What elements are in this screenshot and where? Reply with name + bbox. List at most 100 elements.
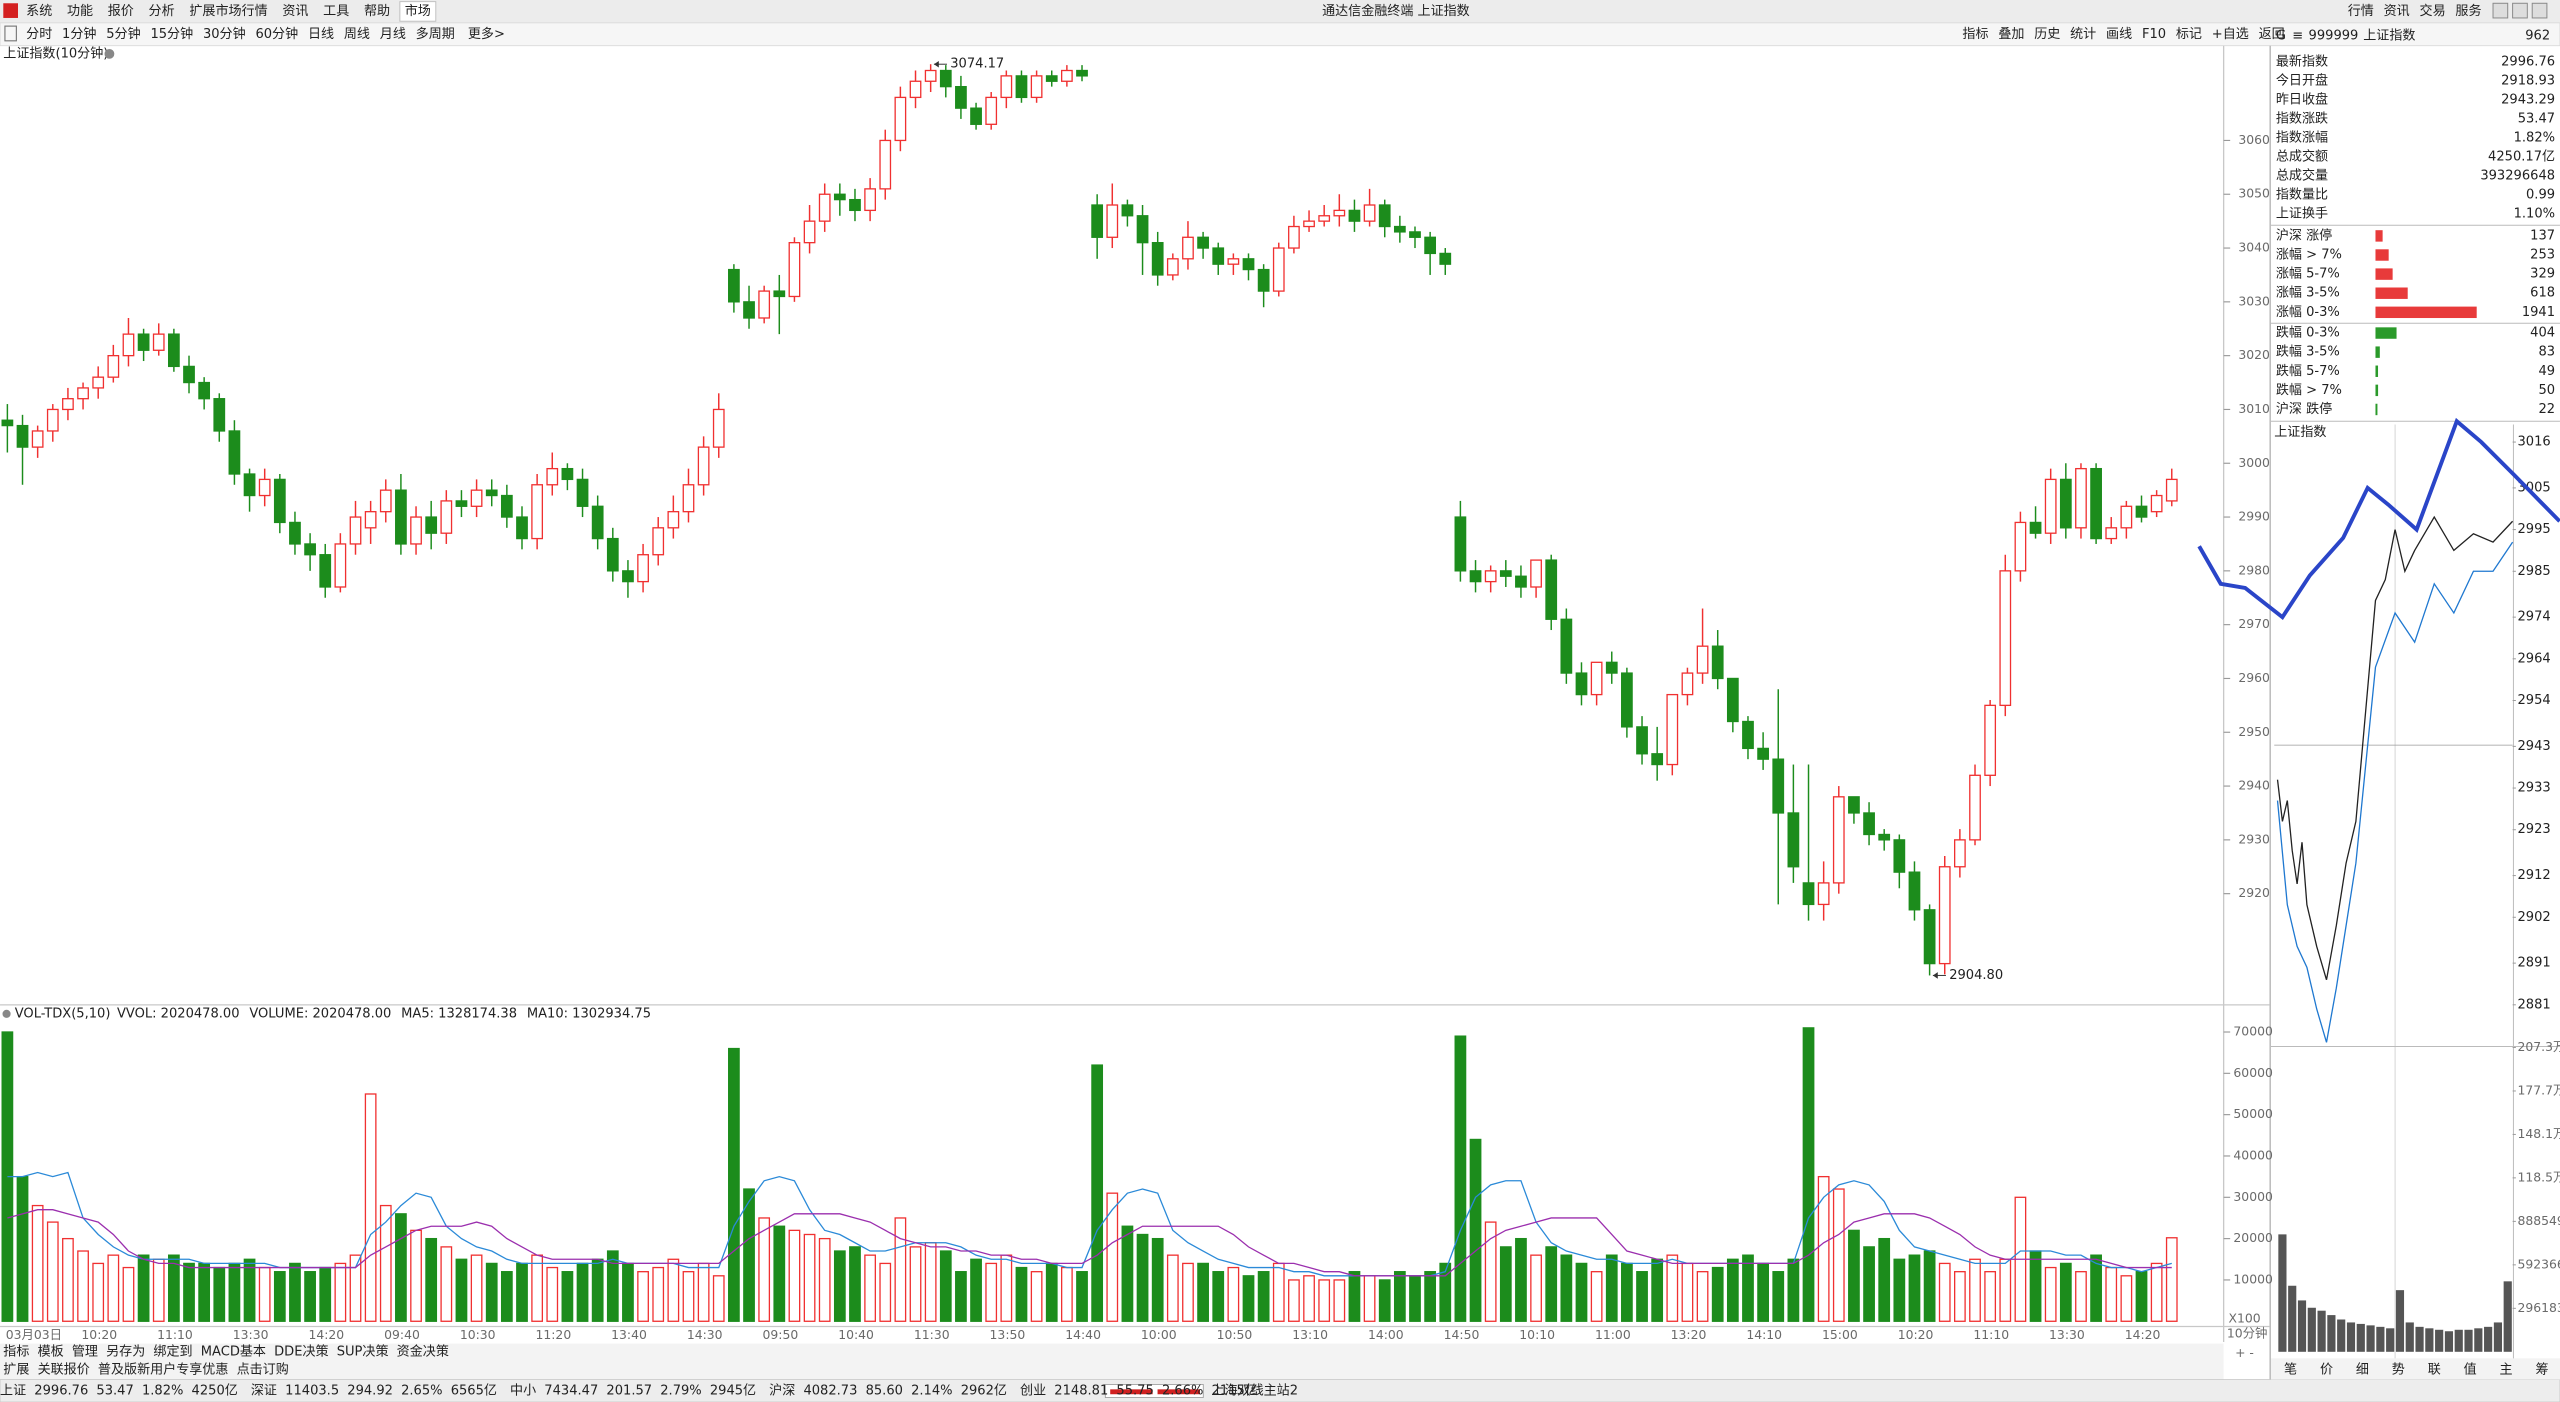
tool-button[interactable]: 返回: [2259, 27, 2285, 42]
bottom-tab[interactable]: 另存为: [106, 1344, 145, 1359]
window-buttons[interactable]: [2492, 2, 2548, 19]
volume-bar: [455, 1258, 468, 1322]
menu-item[interactable]: 帮助: [364, 4, 390, 19]
period-button[interactable]: 1分钟: [62, 26, 96, 42]
index-value: 53.47: [96, 1383, 133, 1398]
x-tick-label: 13:50: [990, 1327, 1026, 1342]
tool-button[interactable]: 统计: [2070, 27, 2096, 42]
tool-button[interactable]: 历史: [2034, 27, 2060, 42]
y-tick-label: 888549: [2518, 1213, 2560, 1228]
bottom-tab[interactable]: 管理: [72, 1344, 98, 1359]
bottom-tab[interactable]: 资金决策: [397, 1343, 449, 1359]
candle-body: [743, 301, 755, 319]
bottom-tab[interactable]: MACD基本: [201, 1344, 266, 1359]
bottom-link[interactable]: 关联报价: [38, 1362, 90, 1377]
period-button[interactable]: 周线: [344, 27, 370, 42]
menu-item[interactable]: 工具: [323, 4, 349, 19]
menu-item[interactable]: 功能: [67, 4, 93, 19]
bottom-tab[interactable]: 绑定到: [153, 1344, 192, 1359]
candle-body: [92, 376, 105, 389]
volume-bar: [1015, 1266, 1028, 1322]
tool-button[interactable]: 标记: [2176, 27, 2202, 42]
y-tick-label: 2891: [2518, 956, 2551, 971]
candle-body: [1303, 220, 1315, 228]
side-tab[interactable]: 筹: [2535, 1361, 2548, 1377]
bottom-tab[interactable]: 模板: [38, 1344, 64, 1359]
signal-bar: [1157, 1389, 1201, 1395]
period-button[interactable]: 15分钟: [150, 26, 193, 42]
x-tick-label: 14:20: [308, 1327, 344, 1342]
side-tab[interactable]: 笔: [2284, 1361, 2297, 1377]
candle-body: [1182, 236, 1194, 260]
volume-bar: [1878, 1237, 1891, 1322]
index-value: 2.79%: [660, 1383, 701, 1398]
period-button[interactable]: 月线: [380, 27, 406, 42]
menu-item[interactable]: 分析: [149, 4, 175, 19]
minimize-button[interactable]: [2492, 2, 2509, 19]
period-button[interactable]: 60分钟: [255, 26, 298, 42]
side-tab[interactable]: 值: [2464, 1361, 2477, 1377]
mini-volume-bar: [2444, 1331, 2454, 1352]
bottom-tab[interactable]: DDE决策: [274, 1343, 328, 1359]
quote-value: 2918.93: [2501, 74, 2555, 89]
breadth-value: 22: [2538, 402, 2555, 417]
top-right-menu-item[interactable]: 交易: [2420, 3, 2446, 19]
bottom-link[interactable]: 点击订购: [237, 1361, 289, 1377]
indicator-icon[interactable]: [2, 1009, 11, 1018]
top-right-menu-item[interactable]: 服务: [2455, 3, 2481, 19]
tool-button[interactable]: +自选: [2212, 27, 2249, 42]
candle-body: [1393, 225, 1406, 233]
market-tab[interactable]: [399, 1, 437, 22]
side-tab[interactable]: 联: [2428, 1362, 2441, 1377]
candle-body: [1484, 570, 1497, 583]
candle-body: [1530, 559, 1542, 588]
side-tab[interactable]: 主: [2500, 1362, 2513, 1377]
tool-button[interactable]: 叠加: [1998, 27, 2024, 42]
volume-bar: [1106, 1192, 1119, 1322]
top-right-menu-item[interactable]: 行情: [2348, 4, 2374, 19]
volume-bar: [2105, 1266, 2118, 1322]
bottom-tab[interactable]: 指标: [3, 1344, 29, 1359]
tool-button[interactable]: F10: [2142, 27, 2166, 42]
side-tab[interactable]: 细: [2356, 1362, 2369, 1377]
candle-body: [803, 220, 816, 244]
volume-bar: [1439, 1262, 1452, 1322]
breadth-bar: [2375, 249, 2389, 261]
restore-button[interactable]: [2512, 2, 2528, 19]
side-tab[interactable]: 价: [2320, 1362, 2333, 1377]
period-button[interactable]: 多周期: [416, 26, 455, 42]
y-tick-label: 60000: [2233, 1065, 2273, 1080]
menu-item[interactable]: 系统: [26, 4, 52, 19]
candle-body: [46, 408, 59, 432]
market-tab-label[interactable]: 市场: [405, 3, 431, 19]
volume-bar: [1469, 1138, 1482, 1322]
candle-body: [531, 484, 544, 540]
candle-body: [637, 554, 649, 583]
bottom-tab[interactable]: SUP决策: [337, 1343, 389, 1359]
side-tab[interactable]: 势: [2392, 1361, 2405, 1377]
tool-button[interactable]: 指标: [1962, 27, 1988, 42]
window-title: 通达信金融终端 上证指数: [1322, 3, 1470, 19]
menu-item[interactable]: 扩展市场行情: [189, 3, 267, 19]
stock-menu[interactable]: ≡: [2292, 28, 2303, 43]
zoom-controls[interactable]: + -: [2235, 1345, 2254, 1360]
period-button[interactable]: 30分钟: [203, 26, 246, 42]
bottom-link[interactable]: 普及版新用户专享优惠: [98, 1361, 228, 1377]
candle-body: [1711, 645, 1724, 680]
candle-body: [1197, 236, 1209, 249]
volume-bar: [395, 1213, 407, 1322]
breadth-label: 沪深 跌停: [2276, 401, 2332, 417]
close-button[interactable]: [2531, 2, 2548, 19]
period-button[interactable]: 5分钟: [106, 26, 140, 42]
period-button[interactable]: 日线: [308, 27, 334, 42]
top-right-menu-item[interactable]: 资讯: [2384, 4, 2410, 19]
tool-button[interactable]: 画线: [2106, 27, 2132, 42]
menu-item[interactable]: 资讯: [282, 4, 308, 19]
signal-bar: [1110, 1389, 1153, 1395]
settings-icon[interactable]: [104, 48, 115, 59]
period-button[interactable]: 分时: [26, 27, 52, 42]
volume-bar: [1893, 1258, 1906, 1322]
more-button[interactable]: 更多>: [468, 26, 505, 42]
menu-item[interactable]: 报价: [108, 4, 134, 19]
bottom-link[interactable]: 扩展: [3, 1362, 29, 1377]
